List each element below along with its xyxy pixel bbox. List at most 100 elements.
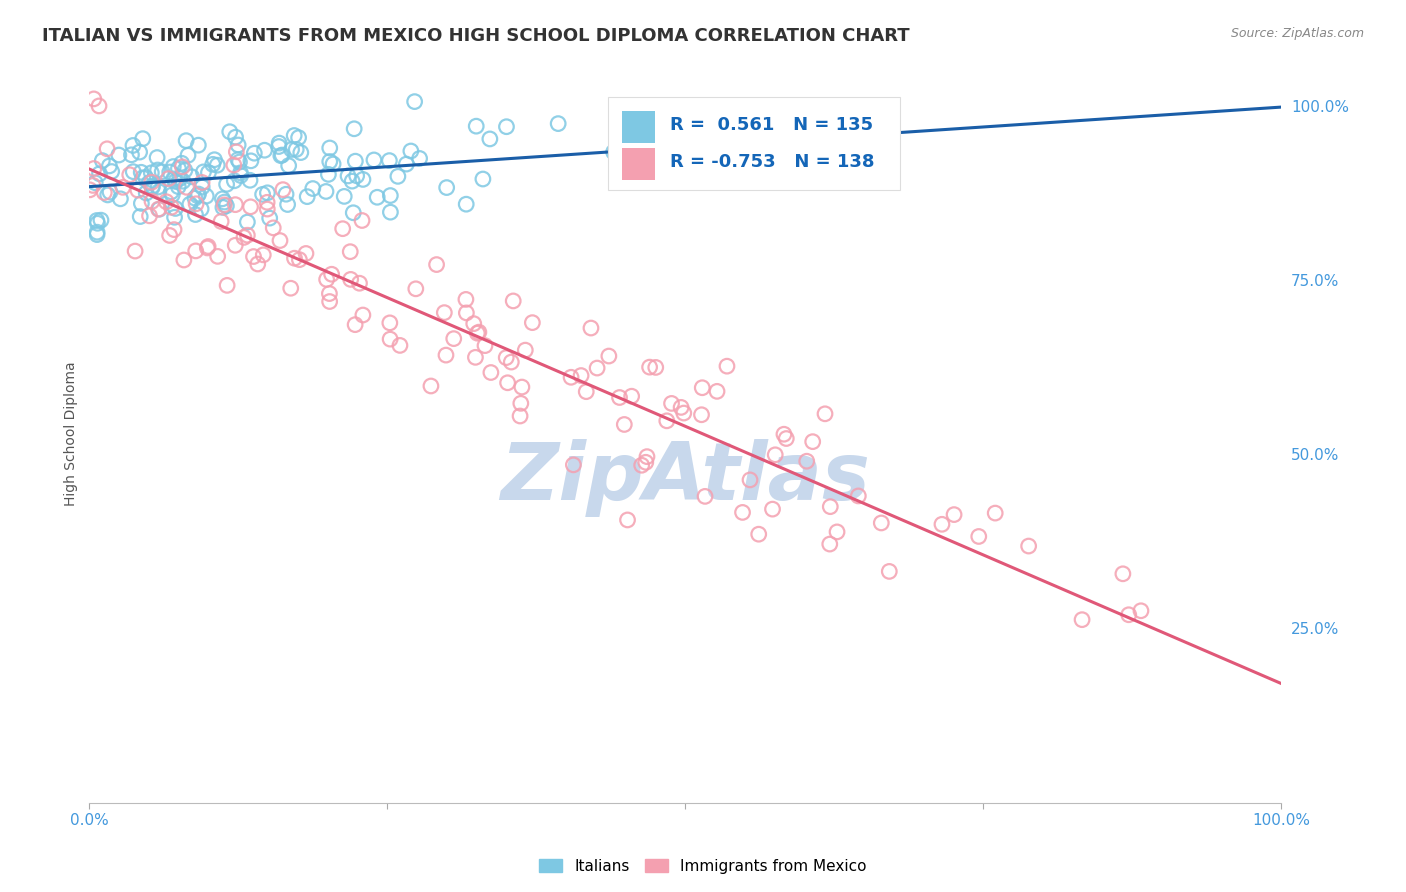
Point xyxy=(190,202,212,216)
Point xyxy=(738,473,761,487)
Point xyxy=(342,206,364,220)
Point xyxy=(159,228,181,243)
Point xyxy=(931,517,953,532)
Point xyxy=(1118,607,1140,622)
Point xyxy=(515,343,537,358)
Point xyxy=(225,145,247,159)
Point xyxy=(236,215,259,229)
Point xyxy=(378,332,401,346)
Text: R =  0.561   N = 135: R = 0.561 N = 135 xyxy=(669,116,873,135)
Point xyxy=(225,130,247,145)
Point xyxy=(222,158,245,172)
Point xyxy=(131,196,153,211)
Point xyxy=(984,506,1007,520)
Point xyxy=(167,179,190,194)
Point xyxy=(613,417,636,432)
Point xyxy=(716,359,738,374)
Point xyxy=(636,450,658,464)
Point xyxy=(184,196,207,211)
Point xyxy=(1018,539,1040,553)
Point xyxy=(226,138,249,153)
Point xyxy=(350,213,373,227)
Point xyxy=(352,172,374,186)
Point xyxy=(616,513,638,527)
Point xyxy=(775,432,797,446)
Point xyxy=(191,180,214,194)
Point xyxy=(218,125,240,139)
Point xyxy=(98,159,121,173)
Point xyxy=(155,194,177,209)
Point xyxy=(803,134,825,148)
Point xyxy=(761,502,783,516)
Point xyxy=(463,317,485,331)
Point xyxy=(108,148,131,162)
Point xyxy=(217,278,239,293)
Point xyxy=(318,294,340,309)
Point xyxy=(214,195,236,210)
Point xyxy=(801,434,824,449)
Point xyxy=(285,143,308,157)
Point xyxy=(690,408,713,422)
Text: ZipAtlas: ZipAtlas xyxy=(501,439,870,516)
Point xyxy=(471,172,494,186)
Point xyxy=(159,165,181,179)
Point xyxy=(796,454,818,468)
Point xyxy=(693,489,716,503)
Point xyxy=(706,384,728,399)
Point xyxy=(207,249,229,263)
Point xyxy=(295,189,318,203)
Point xyxy=(879,565,901,579)
Point xyxy=(501,355,523,369)
Point xyxy=(146,163,169,178)
Point xyxy=(773,427,796,442)
Point xyxy=(378,316,401,330)
Point xyxy=(138,209,160,223)
Point xyxy=(148,185,170,199)
Point xyxy=(215,178,238,192)
Point xyxy=(502,293,524,308)
Point xyxy=(150,165,173,179)
FancyBboxPatch shape xyxy=(607,97,900,190)
Point xyxy=(510,380,533,394)
Point xyxy=(165,174,187,188)
Point xyxy=(609,391,631,405)
Point xyxy=(172,174,194,188)
Point xyxy=(262,220,284,235)
Point xyxy=(224,197,246,211)
Point xyxy=(177,148,200,162)
Point xyxy=(474,338,496,352)
Point xyxy=(90,213,112,227)
Point xyxy=(825,524,848,539)
Point xyxy=(271,148,294,162)
Point xyxy=(187,138,209,153)
Y-axis label: High School Diploma: High School Diploma xyxy=(65,361,79,506)
Point xyxy=(731,505,754,519)
Point xyxy=(575,384,598,399)
Point xyxy=(1071,613,1094,627)
Point xyxy=(846,489,869,503)
Point xyxy=(319,154,342,169)
Point xyxy=(277,197,299,211)
Point xyxy=(456,306,478,320)
Point xyxy=(141,180,163,194)
Point xyxy=(148,202,170,216)
Point xyxy=(172,160,194,174)
Point xyxy=(239,153,262,168)
Point xyxy=(270,148,292,162)
Point xyxy=(579,321,602,335)
Point xyxy=(167,161,190,176)
Point xyxy=(943,508,966,522)
Point xyxy=(197,165,219,179)
Point xyxy=(176,180,198,194)
Legend: Italians, Immigrants from Mexico: Italians, Immigrants from Mexico xyxy=(533,853,873,880)
Point xyxy=(239,173,262,187)
Point xyxy=(226,153,249,167)
Point xyxy=(86,227,108,242)
Point xyxy=(274,187,297,202)
Point xyxy=(173,252,195,267)
Point xyxy=(301,181,323,195)
Point xyxy=(209,214,232,228)
Point xyxy=(290,145,312,160)
Point xyxy=(509,409,531,423)
Point xyxy=(256,186,278,200)
